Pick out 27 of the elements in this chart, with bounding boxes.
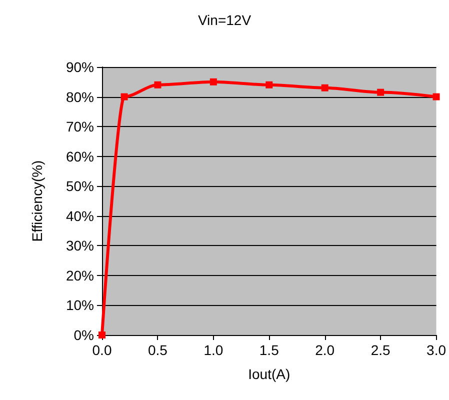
x-tick-label: 2.0 bbox=[315, 342, 335, 358]
y-tick-label: 50% bbox=[66, 178, 94, 194]
y-tick-label: 90% bbox=[66, 59, 94, 75]
y-tick-label: 20% bbox=[66, 267, 94, 284]
chart-title: Vin=12V bbox=[198, 12, 252, 28]
point bbox=[210, 78, 217, 86]
x-tick-label: 1.5 bbox=[259, 342, 280, 358]
point bbox=[120, 93, 128, 100]
y-tick-label: 70% bbox=[66, 118, 94, 135]
y-tick-label: 10% bbox=[66, 297, 94, 314]
point bbox=[432, 93, 440, 100]
x-tick-label: 2.5 bbox=[370, 342, 390, 358]
y-tick-label: 60% bbox=[66, 148, 94, 164]
x-tick-label: 0.0 bbox=[92, 342, 112, 358]
x-tick-label: 1.0 bbox=[204, 342, 224, 358]
y-tick-label: 40% bbox=[66, 208, 94, 224]
y-tick-label: 30% bbox=[66, 238, 94, 254]
point bbox=[377, 88, 384, 96]
point bbox=[266, 81, 273, 88]
x-tick-label: 0.5 bbox=[148, 342, 168, 358]
y-axis-title: Efficiency(%) bbox=[29, 160, 45, 242]
x-axis-title: Iout(A) bbox=[248, 366, 290, 382]
x-tick-label: 3.0 bbox=[426, 342, 446, 358]
y-tick-label: 80% bbox=[66, 88, 94, 105]
point bbox=[321, 84, 328, 92]
point bbox=[154, 81, 162, 88]
y-tick-label: 0% bbox=[74, 327, 94, 343]
